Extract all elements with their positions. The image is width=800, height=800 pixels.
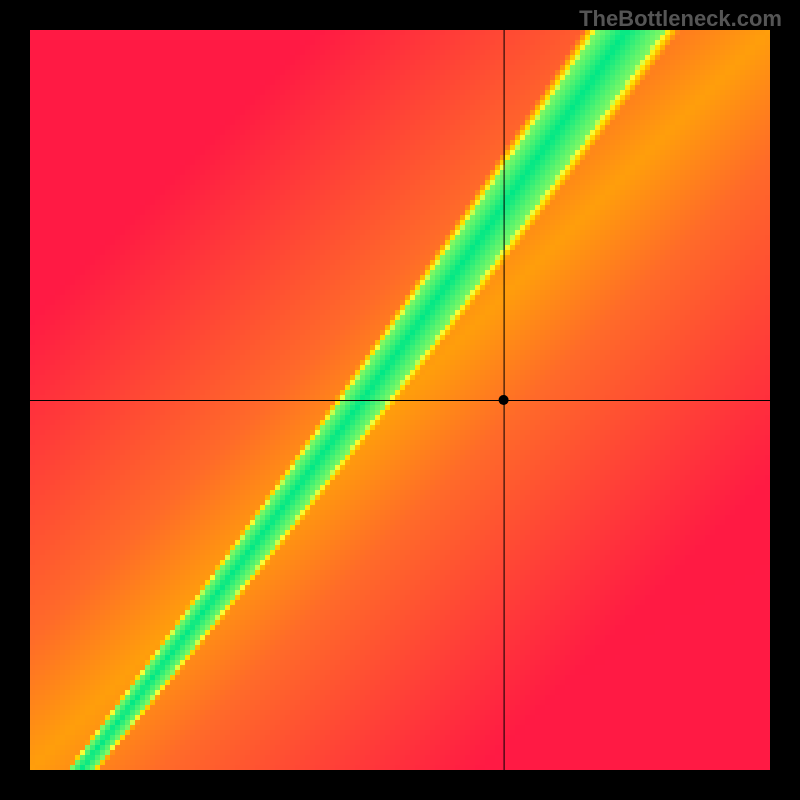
bottleneck-heatmap <box>0 0 800 800</box>
watermark-text: TheBottleneck.com <box>579 6 782 32</box>
figure-container: { "watermark": { "text": "TheBottleneck.… <box>0 0 800 800</box>
